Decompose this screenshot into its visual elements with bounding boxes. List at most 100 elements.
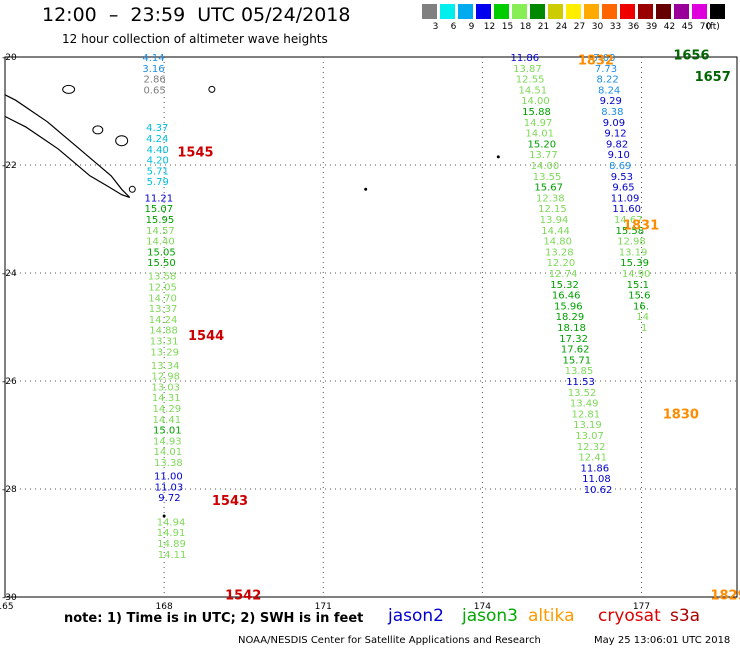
lat-label: -24 bbox=[2, 269, 17, 279]
wave-height-reading: 9.29 bbox=[600, 96, 622, 107]
wave-height-reading: 14.24 bbox=[149, 315, 178, 326]
wave-height-reading: 11.60 bbox=[612, 204, 641, 215]
pass-time-label: 1544 bbox=[188, 329, 224, 344]
wave-height-reading: 4.14 bbox=[142, 53, 164, 64]
wave-height-reading: 13.94 bbox=[540, 215, 569, 226]
wave-height-reading: 2.86 bbox=[143, 75, 165, 86]
wave-height-reading: 12.55 bbox=[516, 75, 545, 86]
wave-height-reading: 14.93 bbox=[153, 436, 182, 447]
wave-height-reading: 1 bbox=[641, 323, 647, 334]
wave-height-reading: 13.77 bbox=[529, 150, 558, 161]
wave-height-reading: 18.18 bbox=[557, 323, 586, 334]
wave-height-reading: 15.50 bbox=[147, 258, 176, 269]
wave-height-reading: 12.15 bbox=[538, 204, 567, 215]
lon-label: 165 bbox=[0, 602, 14, 612]
satellite-name: cryosat bbox=[598, 606, 661, 626]
wave-height-reading: 16. bbox=[633, 301, 649, 312]
wave-height-reading: 11.00 bbox=[154, 472, 183, 483]
wave-height-reading: 15.6 bbox=[628, 291, 650, 302]
wave-height-reading: 10.62 bbox=[584, 485, 613, 496]
island-outline bbox=[63, 85, 75, 93]
wave-height-reading: 14.29 bbox=[152, 404, 181, 415]
wave-height-reading: 5.71 bbox=[147, 166, 169, 177]
wave-height-reading: 13.38 bbox=[154, 458, 183, 469]
wave-height-reading: 15.1 bbox=[627, 280, 649, 291]
wave-height-reading: 11.09 bbox=[611, 193, 640, 204]
wave-height-reading: 15.95 bbox=[146, 215, 175, 226]
wave-height-reading: 8.69 bbox=[609, 161, 631, 172]
pass-time-label: 1656 bbox=[673, 48, 709, 63]
wave-height-reading: 17.32 bbox=[559, 334, 588, 345]
wave-height-reading: 14.88 bbox=[149, 326, 178, 337]
wave-height-reading: 13.37 bbox=[149, 304, 178, 315]
island-outline bbox=[116, 136, 128, 146]
wave-height-reading: 11.08 bbox=[582, 474, 611, 485]
wave-height-reading: 11.03 bbox=[155, 482, 184, 493]
wave-height-reading: 13.87 bbox=[513, 64, 542, 75]
wave-height-reading: 13.49 bbox=[570, 399, 599, 410]
wave-height-reading: 14.51 bbox=[518, 85, 547, 96]
wave-height-reading: 0.65 bbox=[143, 85, 165, 96]
wave-height-reading: 18.29 bbox=[556, 312, 585, 323]
wave-height-reading: 14.44 bbox=[541, 226, 570, 237]
wave-height-reading: 15.05 bbox=[147, 247, 176, 258]
wave-height-reading: 14.94 bbox=[157, 517, 186, 528]
wave-height-reading: 17.62 bbox=[561, 345, 590, 356]
wave-height-reading: 4.37 bbox=[146, 123, 168, 134]
wave-height-reading: 14.57 bbox=[146, 226, 175, 237]
island-outline bbox=[129, 186, 135, 192]
wave-height-reading: 13.34 bbox=[151, 361, 180, 372]
new-caledonia-coastline bbox=[5, 95, 130, 198]
wave-height-reading: 14.01 bbox=[154, 447, 183, 458]
wave-height-reading: 14.00 bbox=[521, 96, 550, 107]
wave-height-reading: 4.20 bbox=[147, 156, 169, 167]
wave-height-reading: 8.38 bbox=[601, 107, 623, 118]
wave-height-reading: 9.72 bbox=[158, 493, 180, 504]
wave-height-reading: 14.89 bbox=[157, 539, 186, 550]
wave-height-reading: 12.20 bbox=[547, 258, 576, 269]
pass-time-label: 1545 bbox=[177, 146, 213, 161]
wave-height-reading: 9.82 bbox=[606, 139, 628, 150]
pass-time-label: 1830 bbox=[663, 407, 699, 422]
wave-height-reading: 14.41 bbox=[152, 415, 181, 426]
wave-height-reading: 9.65 bbox=[612, 183, 634, 194]
wave-height-reading: 11.86 bbox=[581, 463, 610, 474]
wave-height-reading: 14.70 bbox=[148, 293, 177, 304]
wave-height-reading: 12.98 bbox=[617, 237, 646, 248]
wave-height-reading: 15.88 bbox=[522, 107, 551, 118]
wave-height-reading: 12.74 bbox=[549, 269, 578, 280]
wave-height-reading: 13.19 bbox=[573, 420, 602, 431]
pass-time-label: 1542 bbox=[225, 588, 261, 603]
lat-label: -22 bbox=[2, 161, 17, 171]
satellite-name: altika bbox=[528, 606, 575, 626]
map-frame bbox=[5, 57, 737, 597]
wave-height-reading: 15.32 bbox=[550, 280, 579, 291]
island-dot bbox=[364, 188, 367, 191]
satellite-name: jason2 bbox=[388, 606, 444, 626]
wave-height-reading: 11.53 bbox=[566, 377, 595, 388]
timestamp-text: May 25 13:06:01 UTC 2018 bbox=[594, 635, 730, 646]
pass-time-label: 1657 bbox=[695, 70, 731, 85]
pass-time-label: 1543 bbox=[212, 494, 248, 509]
wave-height-reading: 3.16 bbox=[142, 64, 164, 75]
wave-height-reading: 11.86 bbox=[511, 53, 540, 64]
wave-height-map: -20-22-24-26-28-301651681711741774.143.1… bbox=[0, 0, 740, 650]
wave-height-reading: 9.10 bbox=[608, 150, 630, 161]
wave-height-reading: 9.12 bbox=[604, 129, 626, 140]
wave-height-reading: 12.05 bbox=[148, 283, 177, 294]
pass-time-label: 1829 bbox=[710, 588, 740, 603]
wave-height-reading: 12.81 bbox=[572, 409, 601, 420]
wave-height-reading: 14.00 bbox=[531, 161, 560, 172]
wave-height-reading: 15.20 bbox=[527, 139, 556, 150]
wave-height-reading: 4.40 bbox=[147, 145, 169, 156]
wave-height-reading: 13.03 bbox=[151, 382, 180, 393]
wave-height-reading: 12.41 bbox=[578, 453, 607, 464]
wave-height-reading: 14.01 bbox=[525, 129, 554, 140]
wave-height-reading: 12.32 bbox=[577, 442, 606, 453]
wave-height-reading: 15.39 bbox=[620, 258, 649, 269]
wave-height-reading: 15.67 bbox=[534, 183, 563, 194]
island-outline bbox=[93, 126, 103, 134]
pass-time-label: 1831 bbox=[623, 218, 659, 233]
wave-height-reading: 13.19 bbox=[619, 247, 648, 258]
pass-time-label: 1832 bbox=[578, 54, 614, 69]
